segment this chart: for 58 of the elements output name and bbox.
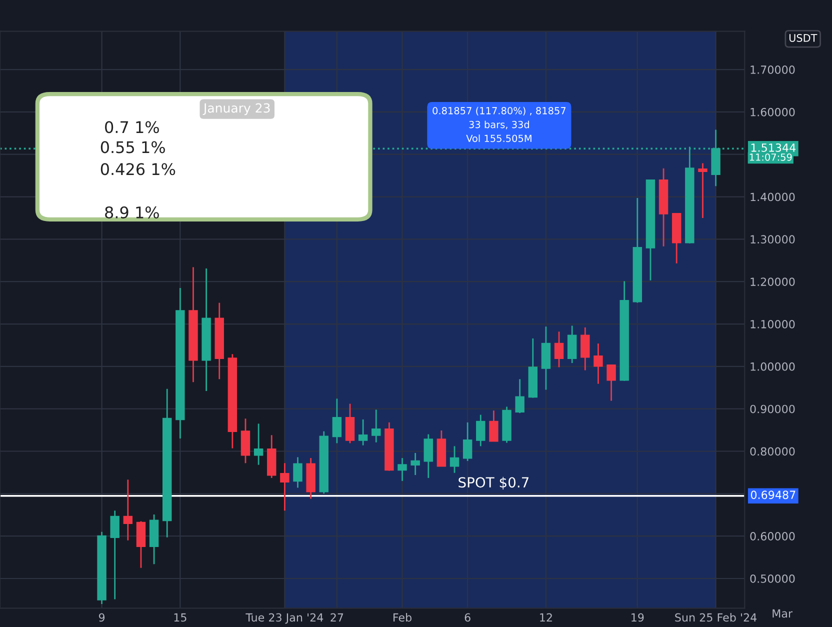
- annotation: Vol 155.505M: [466, 134, 532, 142]
- text: 11:07:59: [750, 153, 792, 161]
- ref-line-label: 1.51344: [751, 143, 796, 152]
- candlestick: [358, 418, 368, 446]
- candlestick: [280, 462, 290, 512]
- x-tick-label: 19: [632, 613, 644, 622]
- annotation: 33 bars, 33d: [469, 120, 530, 130]
- annotation: 0.55 1%: [100, 141, 165, 154]
- candlestick: [240, 418, 250, 464]
- candlestick: [424, 434, 433, 479]
- x-tick-label: 12: [540, 613, 552, 622]
- text: USDT: [789, 34, 818, 42]
- y-tick-label: 0.50000: [750, 574, 795, 583]
- x-tick-label: Tue 23 Jan '24: [246, 613, 324, 624]
- x-tick-label: 9: [98, 613, 105, 622]
- annotation: 0.426 1%: [100, 163, 176, 176]
- candlestick: [594, 342, 603, 385]
- candlestick: [580, 326, 590, 371]
- annotation: 8.9 1%: [105, 206, 159, 218]
- candlestick: [398, 457, 407, 482]
- y-tick-label: 1.10000: [750, 320, 795, 328]
- y-tick-label: 0.60000: [750, 532, 795, 540]
- candlestick: [293, 456, 302, 488]
- candlestick: [254, 422, 264, 466]
- x-tick-label: Feb: [394, 613, 412, 622]
- candlestick: [698, 162, 708, 219]
- candlestick: [136, 520, 146, 569]
- candlestick: [606, 364, 616, 402]
- candlestick: [110, 510, 120, 600]
- y-tick-label: 1.40000: [750, 192, 795, 202]
- candlestick: [332, 398, 342, 444]
- candlestick: [123, 478, 133, 542]
- y-tick-label: 0.80000: [750, 447, 795, 456]
- candlestick: [462, 422, 472, 462]
- y-tick-label: 1.20000: [750, 278, 795, 286]
- candlestick: [345, 403, 355, 444]
- x-tick-label: 27: [330, 613, 344, 622]
- candlestick: [567, 325, 577, 364]
- y-tick-label: 1.60000: [750, 108, 795, 116]
- candlestick: [515, 378, 524, 414]
- annotation: 0.81857 (117.80%) , 81857: [432, 106, 566, 116]
- text: Mar: [772, 609, 793, 618]
- x-tick-label: 15: [174, 613, 186, 622]
- x-tick-label: 6: [464, 613, 470, 622]
- y-tick-label: 1.00000: [750, 362, 795, 371]
- y-tick-label: 1.30000: [750, 235, 795, 244]
- candlestick: [554, 330, 564, 368]
- candlestick: [372, 408, 381, 444]
- ref-line-label: 0.69487: [750, 490, 796, 500]
- y-tick-label: 1.70000: [750, 66, 795, 74]
- candlestick: [489, 410, 498, 442]
- candlestick: [450, 445, 460, 474]
- y-tick-label: 0.90000: [750, 404, 795, 414]
- annotation: SPOT $0.7: [458, 476, 528, 490]
- annotation: 0.7 1%: [105, 121, 159, 134]
- candlestick: [476, 414, 486, 447]
- candlestick: [410, 452, 420, 476]
- x-tick-label: Sun 25 Feb '24: [675, 613, 757, 622]
